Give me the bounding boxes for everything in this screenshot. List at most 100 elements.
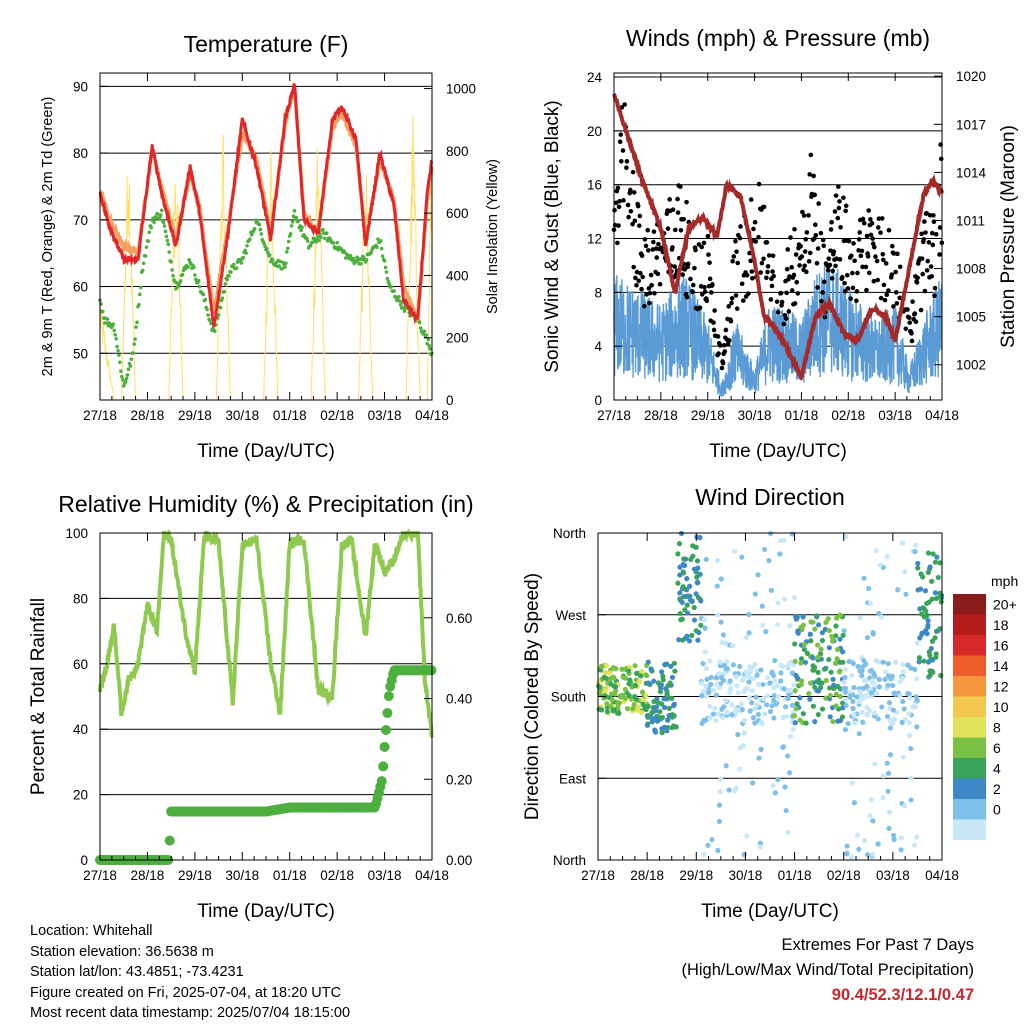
- wind-direction-point: [672, 668, 678, 674]
- gust-point: [864, 287, 869, 293]
- gust-point: [672, 227, 678, 233]
- wind-direction-point: [887, 809, 893, 815]
- dewpoint-point: [225, 277, 229, 282]
- x-tick-label: 30/18: [225, 408, 259, 423]
- wind-direction-point: [807, 631, 813, 637]
- wind-direction-point: [599, 707, 605, 713]
- wind-direction-point: [691, 604, 697, 611]
- wind-direction-point: [815, 622, 822, 628]
- dewpoint-point: [118, 360, 122, 365]
- gust-point: [822, 314, 828, 320]
- dewpoint-point: [229, 270, 233, 274]
- x-tick-label: 29/18: [178, 868, 212, 883]
- gust-point: [710, 282, 715, 287]
- wind-direction-point: [717, 685, 723, 691]
- gust-point: [759, 260, 765, 266]
- dewpoint-point: [257, 222, 262, 227]
- wind-direction-point: [718, 576, 724, 582]
- wind-direction-point: [797, 695, 803, 701]
- gust-point: [882, 297, 888, 303]
- dewpoint-point: [161, 220, 166, 225]
- wind-direction-point: [887, 725, 893, 731]
- wind-direction-point: [677, 610, 683, 617]
- wind-direction-point: [861, 658, 867, 664]
- wind-direction-point: [823, 677, 829, 684]
- colorbar-label: 12: [993, 678, 1009, 694]
- x-tick-label: 04/18: [415, 868, 449, 883]
- dewpoint-point: [194, 277, 198, 282]
- wind-direction-point: [924, 600, 930, 607]
- temperature-2m-line: [98, 83, 434, 328]
- gust-point: [848, 253, 854, 259]
- gust-point: [675, 196, 680, 202]
- wind-direction-point: [714, 612, 721, 618]
- wind-direction-point: [746, 695, 753, 701]
- wind-direction-point: [787, 687, 794, 694]
- dewpoint-point: [397, 299, 402, 303]
- gust-point: [784, 290, 789, 296]
- figure-created: Figure created on Fri, 2025-07-04, at 18…: [30, 984, 342, 1001]
- gust-point: [842, 280, 847, 286]
- gust-point: [924, 210, 929, 216]
- dewpoint-point: [292, 209, 297, 213]
- dewpoint-point: [146, 239, 151, 243]
- y2-tick-label: 0.00: [446, 853, 472, 868]
- wind-direction-point: [758, 667, 764, 673]
- wind-direction-point: [856, 731, 862, 737]
- wind-direction-point: [677, 590, 683, 596]
- wind-direction-point: [826, 645, 832, 651]
- y-tick-label: 60: [73, 657, 88, 672]
- y-axis-label: 2m & 9m T (Red, Orange) & 2m Td (Green): [40, 97, 56, 377]
- gust-point: [708, 290, 714, 295]
- dewpoint-point: [398, 302, 403, 307]
- wind-direction-point: [619, 666, 625, 672]
- wind-direction-point: [905, 691, 911, 697]
- dewpoint-point: [305, 239, 310, 243]
- gust-point: [802, 249, 808, 254]
- wind-direction-point: [762, 711, 768, 717]
- wind-direction-point: [741, 675, 747, 681]
- wind-direction-point: [929, 578, 935, 584]
- dewpoint-point: [223, 282, 228, 286]
- wind-direction-point: [899, 675, 905, 681]
- wind-direction-point: [803, 720, 809, 726]
- wind-direction-point: [665, 717, 671, 723]
- wind-direction-point: [597, 684, 603, 690]
- wind-direction-point: [818, 646, 824, 652]
- gust-point: [628, 208, 634, 214]
- plot-frame: [99, 72, 433, 401]
- wind-direction-point: [812, 626, 818, 632]
- dewpoint-point: [164, 234, 169, 239]
- colorbar-label: 6: [993, 740, 1001, 756]
- wind-direction-point: [681, 556, 687, 562]
- wind-direction-point: [902, 569, 908, 575]
- wind-direction-point: [750, 780, 756, 786]
- x-tick-label: 04/18: [925, 408, 959, 423]
- gust-point: [856, 237, 862, 242]
- dewpoint-point: [384, 270, 389, 274]
- gust-point: [729, 296, 735, 301]
- x-tick-label: 29/18: [691, 408, 725, 423]
- wind-direction-point: [640, 697, 646, 703]
- gust-point: [612, 207, 617, 213]
- gust-point: [843, 208, 848, 214]
- wind-direction-point: [833, 623, 839, 629]
- gust-point: [857, 230, 863, 235]
- wind-direction-point: [793, 616, 799, 622]
- wind-direction-point: [841, 628, 847, 634]
- y-tick-label: 12: [587, 232, 602, 247]
- gust-point: [720, 360, 726, 366]
- colorbar-label: 20+: [993, 596, 1017, 612]
- dewpoint-point: [361, 255, 366, 259]
- wind-direction-point: [644, 673, 650, 679]
- dewpoint-point: [203, 297, 208, 302]
- y-tick-label: 50: [73, 346, 88, 361]
- dewpoint-point: [117, 353, 121, 357]
- wind-direction-point: [760, 622, 766, 629]
- dewpoint-point: [244, 251, 248, 255]
- wind-direction-point: [787, 622, 793, 629]
- gust-point: [789, 288, 795, 293]
- y2-tick-label: 1017: [956, 117, 986, 132]
- wind-direction-point: [732, 548, 738, 554]
- wind-direction-point: [643, 692, 649, 699]
